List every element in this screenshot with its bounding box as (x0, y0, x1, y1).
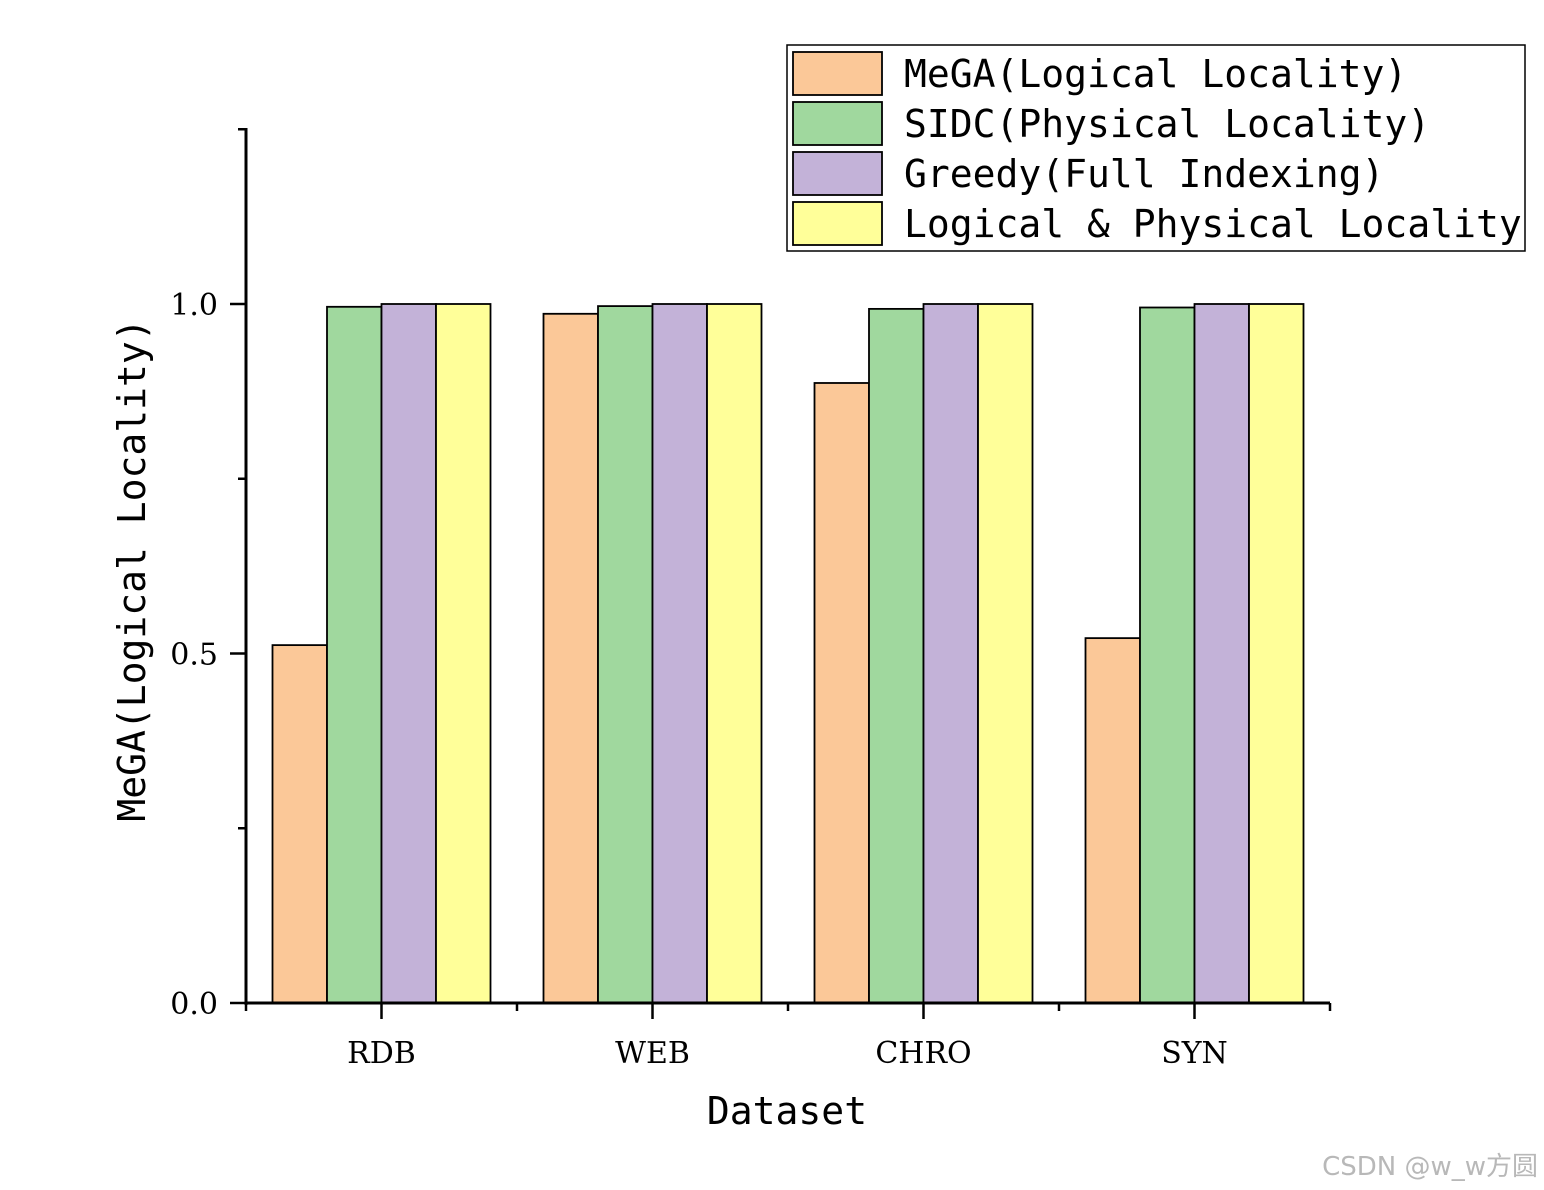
legend-frame (786, 44, 1526, 252)
legend-label: Logical & Physical Locality (904, 202, 1522, 246)
legend-label: Greedy(Full Indexing) (904, 152, 1384, 196)
x-tick-label: RDB (347, 1036, 416, 1071)
bar-syn-series-2 (1139, 306, 1196, 1004)
bar-rdb-series-2 (326, 305, 383, 1004)
legend-swatch (792, 201, 883, 246)
y-tick-label: 1.0 (170, 288, 218, 323)
legend-label: SIDC(Physical Locality) (904, 102, 1430, 146)
x-ticks-group: RDB WEB CHRO SYN (244, 1003, 1332, 1071)
legend: MeGA(Logical Locality) SIDC(Physical Loca… (786, 44, 1526, 252)
bar-syn-series-1 (1084, 637, 1141, 1004)
bars-group (271, 303, 1305, 1004)
bar-syn-series-3 (1193, 303, 1250, 1004)
bar-rdb-series-1 (271, 644, 328, 1004)
bar-web-series-3 (651, 303, 708, 1004)
x-tick-label: WEB (615, 1036, 690, 1071)
bar-rdb-series-3 (380, 303, 437, 1004)
bar-web-series-1 (542, 312, 599, 1004)
bar-web-series-2 (597, 305, 654, 1004)
watermark: CSDN @w_w方圆 (1322, 1152, 1538, 1182)
x-tick-label: SYN (1161, 1036, 1228, 1071)
x-axis-title: Dataset (707, 1089, 867, 1133)
bar-chro-series-3 (922, 303, 979, 1004)
bar-chro-series-2 (868, 307, 925, 1004)
bar-chro-series-1 (813, 382, 870, 1004)
y-ticks-group: 0.0 0.5 1.0 (170, 128, 246, 1022)
y-axis-title: MeGA(Logical Locality) (110, 318, 154, 821)
y-tick-label: 0.5 (170, 638, 218, 673)
legend-swatch (792, 51, 883, 96)
bar-web-series-4 (706, 303, 763, 1004)
legend-label: MeGA(Logical Locality) (904, 52, 1407, 96)
legend-swatch (792, 151, 883, 196)
y-tick-label: 0.0 (170, 987, 218, 1022)
x-tick-label: CHRO (875, 1036, 971, 1071)
legend-swatch (792, 101, 883, 146)
bar-syn-series-4 (1248, 303, 1305, 1004)
bar-rdb-series-4 (435, 303, 492, 1004)
bar-chro-series-4 (977, 303, 1034, 1004)
